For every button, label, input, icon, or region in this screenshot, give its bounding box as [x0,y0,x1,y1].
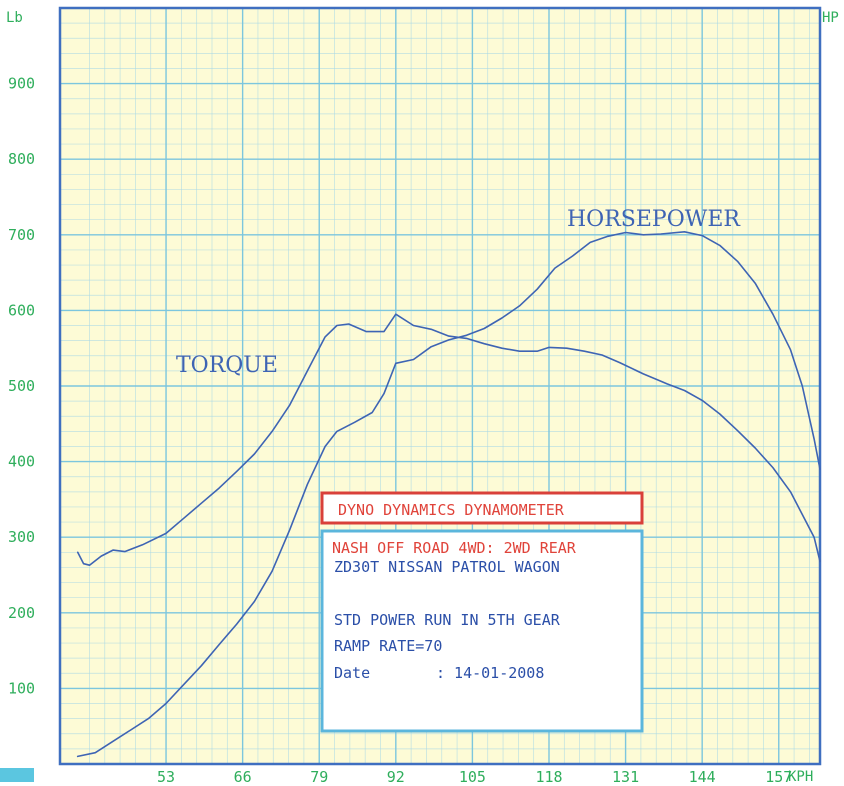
corner-marker [0,768,34,782]
y-tick-label: 600 [8,301,35,319]
y-tick-label: 200 [8,604,35,622]
x-tick-label: 144 [689,768,716,786]
horsepower-label: HORSEPOWER [567,207,741,232]
info-box-frame [320,529,644,733]
series-layer [76,231,821,758]
x-tick-label: 131 [612,768,639,786]
y-tick-label: 400 [8,453,35,471]
x-tick-label: 92 [387,768,405,786]
info-line-3: STD POWER RUN IN 5TH GEAR [334,611,561,629]
info-line-5-value: : 14-01-2008 [436,664,544,682]
y-tick-label: 800 [8,150,35,168]
torque-label: TORQUE [176,353,278,378]
y-tick-label: 700 [8,226,35,244]
x-axis-ticks: 53 66 79 92 105 118 131 144 157 [157,768,792,786]
x-tick-label: 157 [765,768,792,786]
x-tick-label: 53 [157,768,175,786]
info-box: NASH OFF ROAD 4WD: 2WD REAR ZD30T NISSAN… [320,529,644,733]
y-tick-label: 300 [8,528,35,546]
info-line-2: ZD30T NISSAN PATROL WAGON [334,558,560,576]
info-box-title-text: DYNO DYNAMICS DYNAMOMETER [338,501,565,519]
y-axis-left-label: Lb [6,10,23,26]
x-axis-label: KPH [788,769,813,785]
info-line-5-label: Date [334,664,370,682]
x-tick-label: 105 [459,768,486,786]
info-line-4: RAMP RATE=70 [334,637,442,655]
y-tick-label: 500 [8,377,35,395]
info-box-title-frame [320,491,644,525]
y-axis-right-label: HP [822,10,839,26]
series-line-horsepower [76,231,821,758]
x-tick-label: 66 [234,768,252,786]
info-box-title: DYNO DYNAMICS DYNAMOMETER [320,491,644,525]
series-line-torque [76,313,821,566]
y-axis-ticks: 100 200 300 400 500 600 700 800 900 [8,75,35,698]
info-line-1: NASH OFF ROAD 4WD: 2WD REAR [332,539,577,557]
x-tick-label: 118 [535,768,562,786]
x-tick-label: 79 [310,768,328,786]
plot-frame [58,6,822,766]
y-tick-label: 900 [8,75,35,93]
y-tick-label: 100 [8,679,35,697]
